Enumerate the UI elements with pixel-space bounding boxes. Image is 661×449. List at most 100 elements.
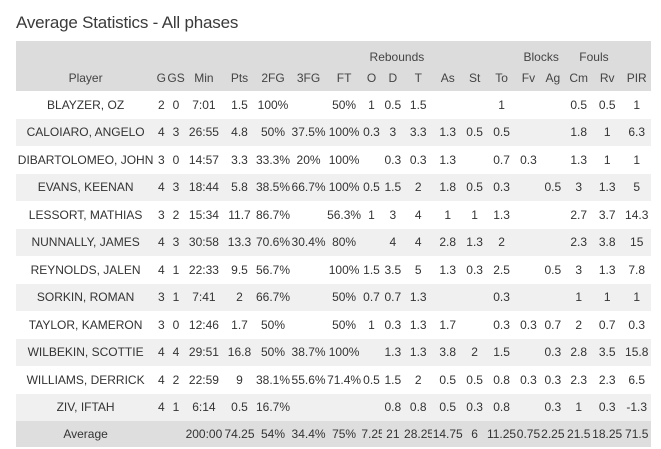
stat-cell-d: 4 bbox=[381, 228, 405, 256]
stat-cell-st: 0.5 bbox=[462, 173, 487, 201]
stat-cell-ft: 50% bbox=[326, 283, 362, 311]
stat-cell-2fg: 56.7% bbox=[255, 256, 291, 284]
totals-cell-o: 7.25 bbox=[361, 421, 382, 447]
stat-cell-d: 1.5 bbox=[381, 366, 405, 394]
stat-cell-2fg: 16.7% bbox=[255, 393, 291, 421]
stat-cell-3fg bbox=[290, 256, 327, 284]
stat-cell-min: 6:14 bbox=[184, 393, 224, 421]
totals-cell-g bbox=[155, 421, 168, 447]
stat-cell-cm: 3 bbox=[565, 173, 592, 201]
totals-cell-2fg: 54% bbox=[255, 421, 291, 447]
stat-cell-2fg: 100% bbox=[255, 91, 291, 119]
stat-cell-2fg: 50% bbox=[255, 118, 291, 146]
stat-cell-ag bbox=[540, 283, 566, 311]
table-row: SORKIN, ROMAN 3 1 7:41 2 66.7% 50% 0.7 0.7 1.3 0.3… bbox=[16, 283, 651, 311]
stat-cell-min: 15:34 bbox=[184, 201, 224, 229]
stat-cell-t: 1.5 bbox=[404, 91, 433, 119]
player-name-cell: NUNNALLY, JAMES bbox=[16, 228, 156, 256]
stat-cell-pts: 1.7 bbox=[223, 311, 256, 339]
stat-cell-fv bbox=[516, 201, 541, 229]
column-header-ft: FT bbox=[326, 65, 362, 91]
column-header-player: Player bbox=[16, 65, 156, 91]
table-row: WILLIAMS, DERRICK 4 2 22:59 9 38.1% 55.6% 71.4%… bbox=[16, 366, 651, 394]
stat-cell-ag: 0.3 bbox=[540, 338, 566, 366]
stat-cell-pts: 11.7 bbox=[223, 201, 256, 229]
stat-cell-2fg: 50% bbox=[255, 311, 291, 339]
stat-cell-rv: 0.3 bbox=[591, 393, 623, 421]
stat-cell-g: 4 bbox=[155, 393, 168, 421]
stat-cell-to: 1 bbox=[486, 91, 517, 119]
stat-cell-pir: 6.5 bbox=[622, 366, 651, 394]
table-row: CALOIARO, ANGELO 4 3 26:55 4.8 50% 37.5% 100% 0.… bbox=[16, 118, 651, 146]
stat-cell-g: 3 bbox=[155, 201, 168, 229]
stat-cell-ft: 100% bbox=[326, 256, 362, 284]
stat-cell-t: 4 bbox=[404, 228, 433, 256]
column-header-row: Player G GS Min Pts 2FG 3FG FT O D T As St To Fv Ag Cm Rv… bbox=[16, 65, 651, 91]
stat-cell-2fg: 86.7% bbox=[255, 201, 291, 229]
stat-cell-to: 2 bbox=[486, 228, 517, 256]
stat-cell-st: 0.3 bbox=[462, 256, 487, 284]
stat-cell-t: 2 bbox=[404, 366, 433, 394]
stat-cell-3fg: 20% bbox=[290, 146, 327, 174]
stat-cell-ag: 0.5 bbox=[540, 173, 566, 201]
stat-cell-o: 0.7 bbox=[361, 283, 382, 311]
stat-cell-ag: 0.3 bbox=[540, 393, 566, 421]
player-name-cell: WILBEKIN, SCOTTIE bbox=[16, 338, 156, 366]
page-title: Average Statistics - All phases bbox=[16, 13, 239, 32]
stat-cell-2fg: 70.6% bbox=[255, 228, 291, 256]
column-header-d: D bbox=[381, 65, 405, 91]
stat-cell-to: 1.3 bbox=[486, 201, 517, 229]
stat-cell-ag: 0.5 bbox=[540, 256, 566, 284]
stat-cell-pts: 2 bbox=[223, 283, 256, 311]
stat-cell-pts: 4.8 bbox=[223, 118, 256, 146]
stat-cell-cm: 1.3 bbox=[565, 146, 592, 174]
stat-cell-pts: 13.3 bbox=[223, 228, 256, 256]
stat-cell-as: 0.5 bbox=[432, 393, 463, 421]
stat-cell-to: 0.5 bbox=[486, 118, 517, 146]
table-row: EVANS, KEENAN 4 3 18:44 5.8 38.5% 66.7% 100% 0.5… bbox=[16, 173, 651, 201]
stat-cell-g: 4 bbox=[155, 366, 168, 394]
player-name-cell: DIBARTOLOMEO, JOHN bbox=[16, 146, 156, 174]
player-name-cell: LESSORT, MATHIAS bbox=[16, 201, 156, 229]
column-header-3fg: 3FG bbox=[290, 65, 327, 91]
stat-cell-st bbox=[462, 311, 487, 339]
table-row: TAYLOR, KAMERON 3 0 12:46 1.7 50% 50% 1 0.3 1.3 1.… bbox=[16, 311, 651, 339]
stat-cell-3fg bbox=[290, 91, 327, 119]
stat-cell-rv: 1 bbox=[591, 118, 623, 146]
stat-cell-pir: 15.8 bbox=[622, 338, 651, 366]
stat-cell-fv bbox=[516, 118, 541, 146]
stat-cell-ft: 80% bbox=[326, 228, 362, 256]
table-row: WILBEKIN, SCOTTIE 4 4 29:51 16.8 50% 38.7% 100%… bbox=[16, 338, 651, 366]
stat-cell-ag: 0.3 bbox=[540, 366, 566, 394]
stat-cell-o: 1 bbox=[361, 91, 382, 119]
stat-cell-fv bbox=[516, 256, 541, 284]
totals-cell-t: 28.25 bbox=[404, 421, 433, 447]
stat-cell-as: 1.3 bbox=[432, 146, 463, 174]
stat-cell-min: 18:44 bbox=[184, 173, 224, 201]
stat-cell-cm: 3 bbox=[565, 256, 592, 284]
stat-cell-gs: 0 bbox=[167, 311, 185, 339]
totals-cell-ft: 75% bbox=[326, 421, 362, 447]
stat-cell-d: 0.5 bbox=[381, 91, 405, 119]
table-body: BLAYZER, OZ 2 0 7:01 1.5 100% 50% 1 0.5 1.5 1 0.5 0.… bbox=[16, 91, 651, 421]
stat-cell-gs: 1 bbox=[167, 256, 185, 284]
totals-cell-ag: 2.25 bbox=[540, 421, 566, 447]
stat-cell-st: 0.3 bbox=[462, 393, 487, 421]
stat-cell-cm: 2.3 bbox=[565, 366, 592, 394]
stat-cell-as: 0.5 bbox=[432, 366, 463, 394]
stat-cell-2fg: 33.3% bbox=[255, 146, 291, 174]
table-row: ZIV, IFTAH 4 1 6:14 0.5 16.7% 0.8 0.8 0.5 0.3 0.8 0… bbox=[16, 393, 651, 421]
stat-cell-to: 2.5 bbox=[486, 256, 517, 284]
stat-cell-o: 1.5 bbox=[361, 256, 382, 284]
stat-cell-rv: 1.3 bbox=[591, 256, 623, 284]
stat-cell-as: 3.8 bbox=[432, 338, 463, 366]
stat-cell-g: 3 bbox=[155, 311, 168, 339]
stat-cell-d: 0.8 bbox=[381, 393, 405, 421]
stat-cell-fv bbox=[516, 283, 541, 311]
stat-cell-gs: 0 bbox=[167, 91, 185, 119]
stat-cell-pir: 5 bbox=[622, 173, 651, 201]
stat-cell-3fg bbox=[290, 393, 327, 421]
stat-cell-2fg: 38.5% bbox=[255, 173, 291, 201]
totals-cell-as: 14.75 bbox=[432, 421, 463, 447]
stat-cell-d: 3 bbox=[381, 201, 405, 229]
